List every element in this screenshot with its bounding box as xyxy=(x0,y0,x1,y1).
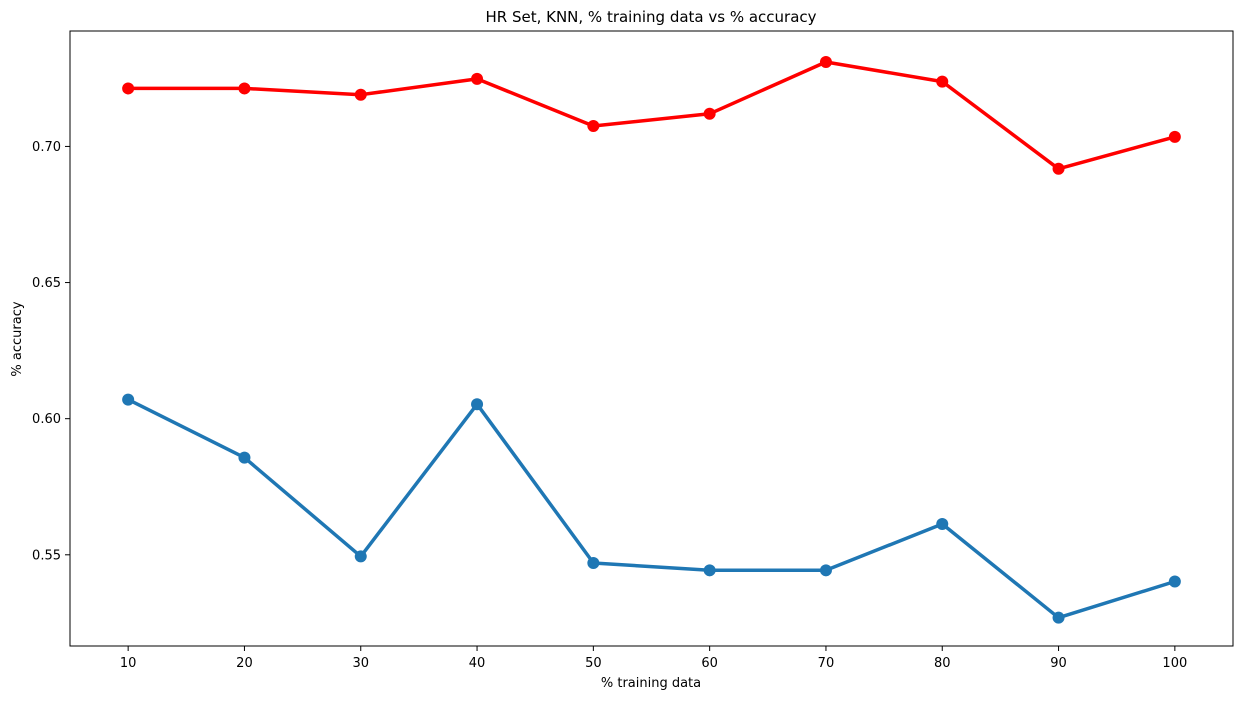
x-tick-label: 60 xyxy=(701,656,718,671)
series-1-point xyxy=(1168,130,1181,143)
x-tick-label: 50 xyxy=(585,656,602,671)
x-tick-label: 80 xyxy=(934,656,951,671)
series-1-point xyxy=(703,107,716,120)
y-tick-label: 0.60 xyxy=(32,412,61,427)
plot-area: 10 20 30 40 50 60 70 80 90 100 0.55 0.60 0.65 0.70 xyxy=(32,30,1234,671)
series-2-point xyxy=(471,398,484,411)
x-axis-label: % training data xyxy=(601,676,701,691)
series-1-point xyxy=(1052,162,1065,175)
y-tick-label: 0.65 xyxy=(32,276,61,291)
series-2-point xyxy=(703,564,716,577)
y-axis-label: % accuracy xyxy=(10,301,25,376)
plot-frame xyxy=(69,30,1234,647)
series-2-point xyxy=(936,518,949,531)
series-2-line xyxy=(126,397,1177,620)
series-2-point xyxy=(819,564,832,577)
x-tick-label: 90 xyxy=(1050,656,1067,671)
series-2-point xyxy=(587,556,600,569)
x-tick-label: 40 xyxy=(469,656,486,671)
series-1-point xyxy=(936,75,949,88)
series-1-point xyxy=(819,56,832,69)
series-2-point xyxy=(1168,575,1181,588)
series-1-point xyxy=(238,82,251,95)
y-tick-label: 0.55 xyxy=(32,548,61,563)
chart-title: HR Set, KNN, % training data vs % accura… xyxy=(485,8,816,26)
series-1-point xyxy=(354,88,367,101)
x-tick-label: 100 xyxy=(1162,656,1187,671)
x-tick-label: 20 xyxy=(236,656,253,671)
series-2-point xyxy=(1052,611,1065,624)
y-tick-label: 0.70 xyxy=(32,140,61,155)
series-1-point xyxy=(122,82,135,95)
series-1-line xyxy=(126,60,1177,171)
series-2-point xyxy=(354,550,367,563)
x-tick-label: 70 xyxy=(818,656,835,671)
series-2-point xyxy=(122,393,135,406)
series-1-point xyxy=(587,120,600,133)
x-tick-label: 10 xyxy=(120,656,137,671)
x-tick-label: 30 xyxy=(352,656,369,671)
series-1-point xyxy=(471,72,484,85)
series-2-point xyxy=(238,451,251,464)
